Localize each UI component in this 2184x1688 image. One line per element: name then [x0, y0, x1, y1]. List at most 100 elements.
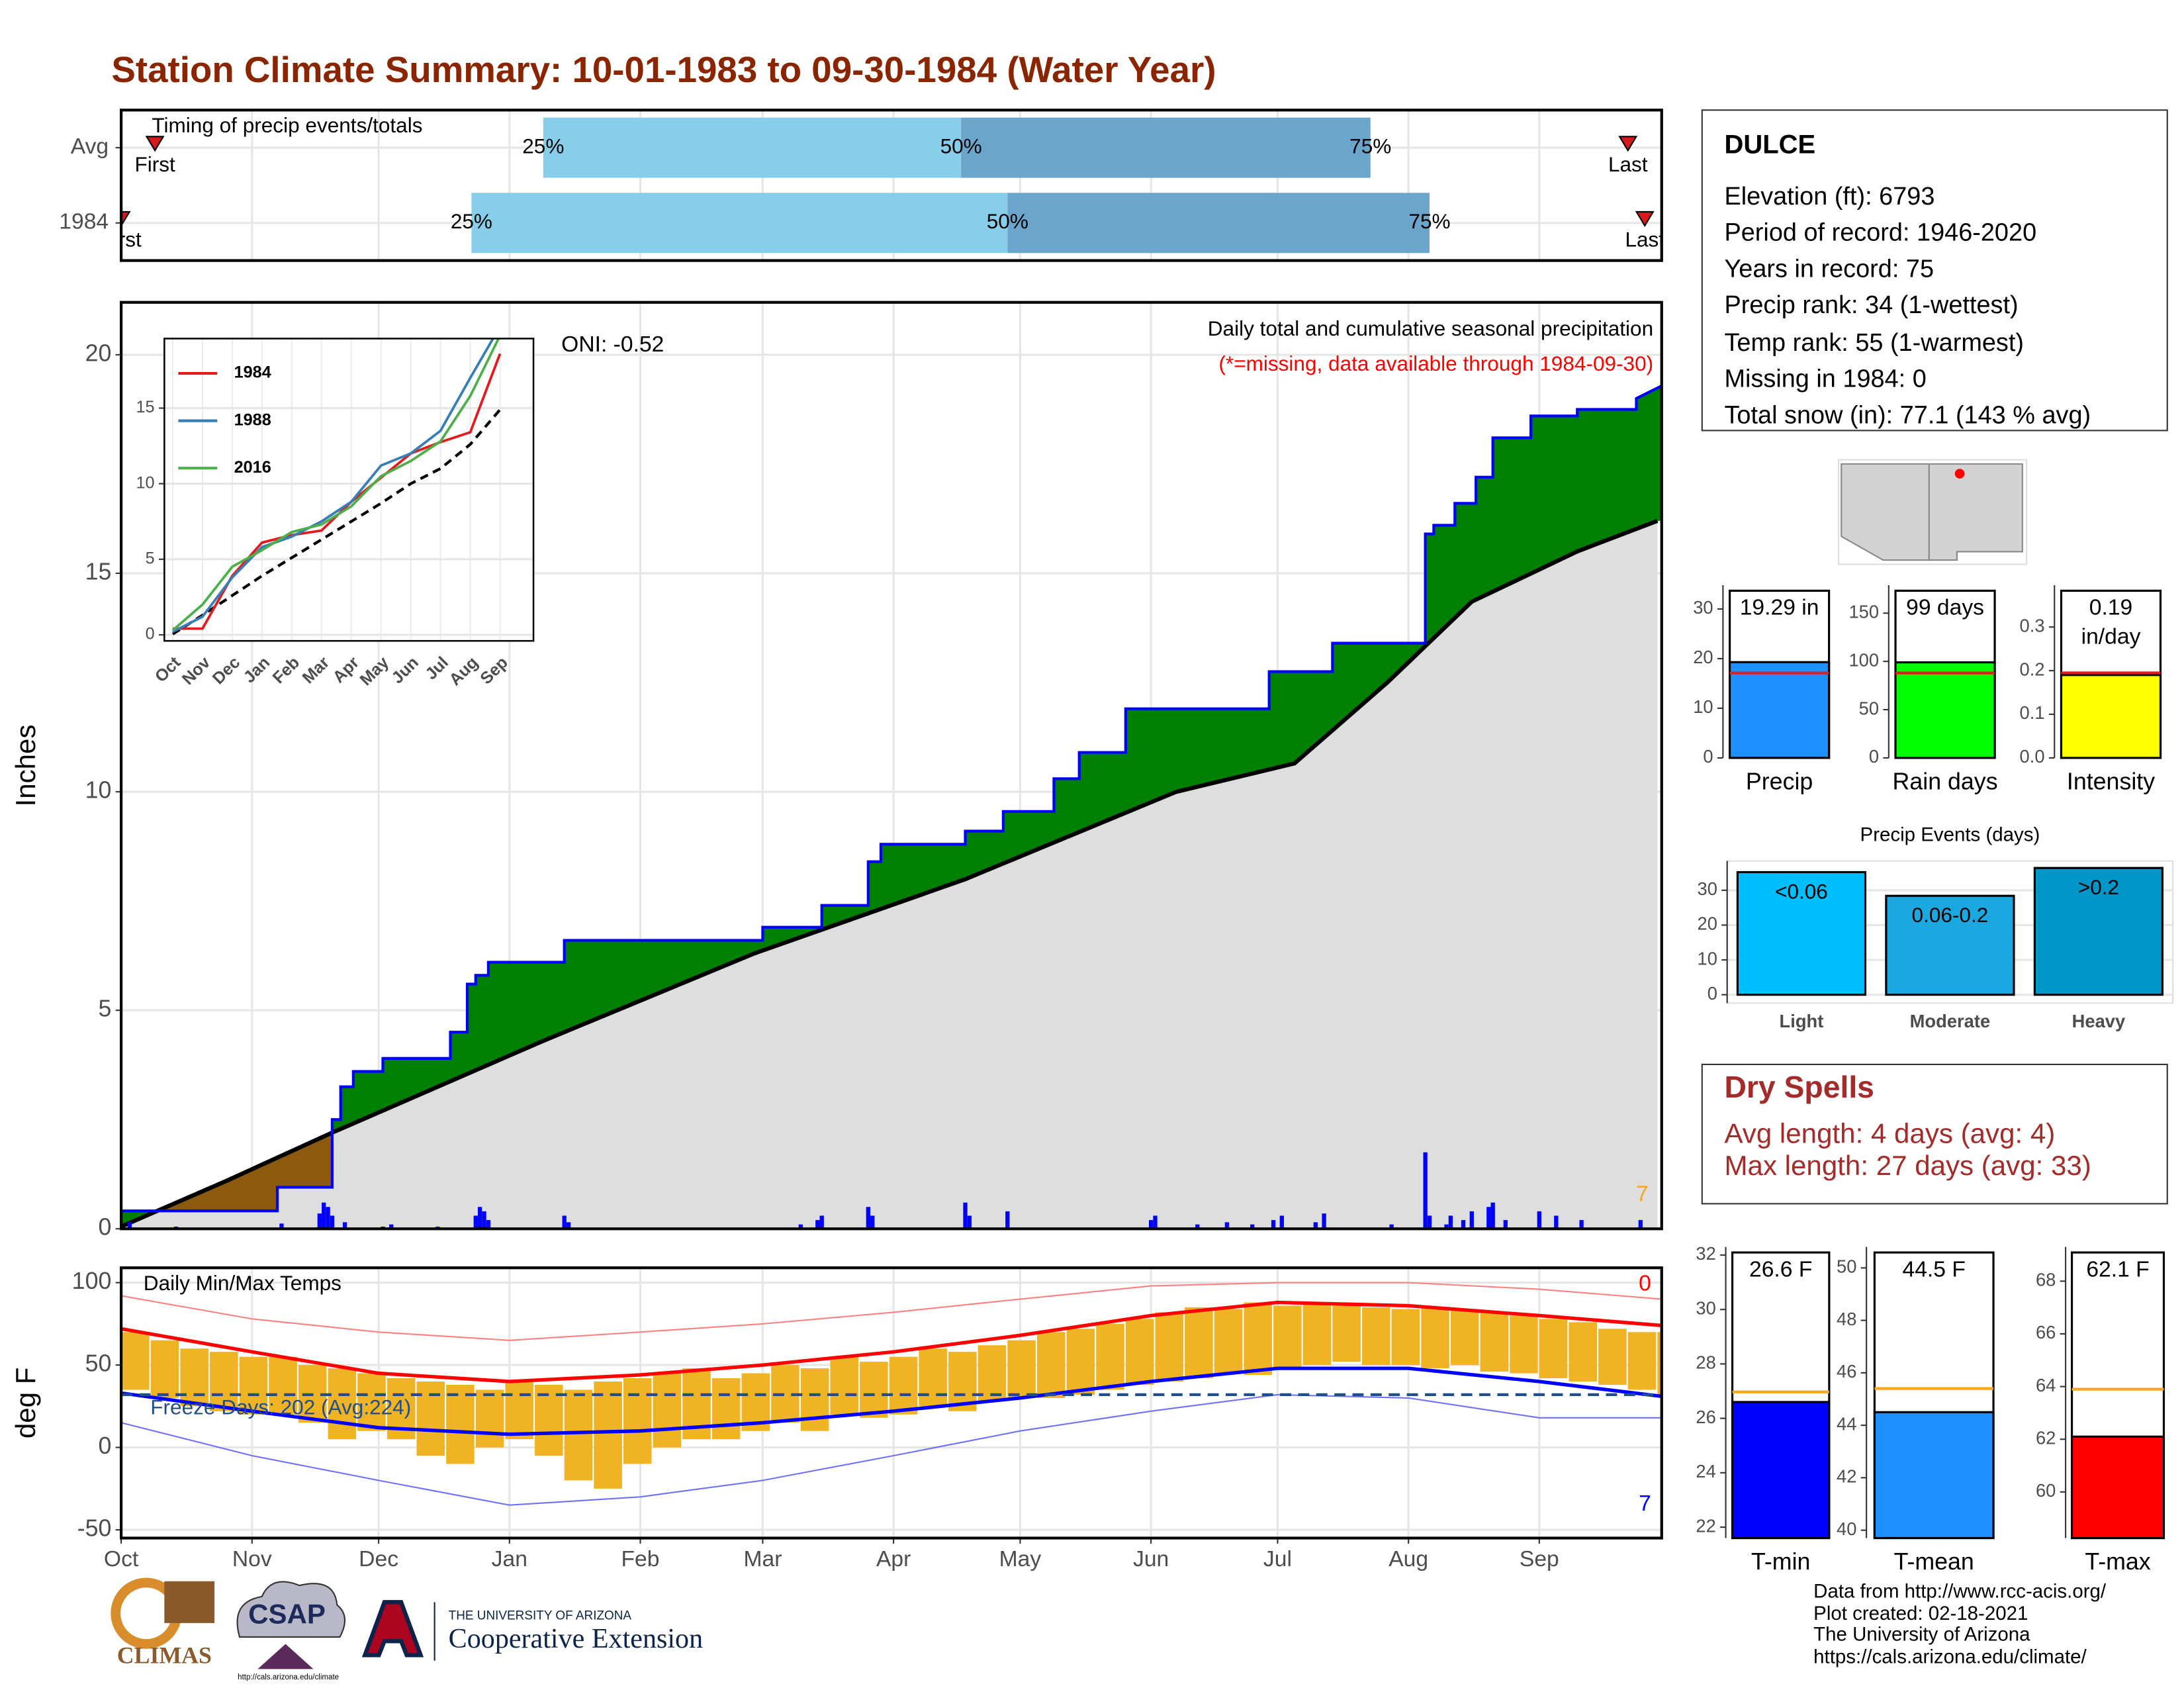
y-tick-label: 0 — [1703, 746, 1713, 767]
bar — [1729, 661, 1831, 759]
temp-range-bar — [1657, 1332, 1662, 1395]
y-tick-label: 48 — [1837, 1309, 1856, 1329]
daily-precip-bar — [1279, 1215, 1284, 1229]
daily-precip-bar — [1444, 1224, 1449, 1229]
event-marker — [121, 211, 131, 228]
temp-range-bar — [711, 1378, 741, 1440]
temp-range-bar — [475, 1389, 504, 1448]
panel-frame — [119, 1266, 1663, 1540]
temp-range-bar — [1598, 1329, 1627, 1385]
panel-frame — [119, 301, 1663, 1231]
logo-block — [164, 1581, 215, 1623]
y-tick-label: 10 — [85, 777, 112, 804]
x-tick-label: May — [999, 1547, 1042, 1571]
temp-range-bar — [1539, 1319, 1568, 1379]
daily-precip-bar — [1490, 1202, 1495, 1229]
daily-precip-bar — [1148, 1220, 1154, 1229]
y-tick-label: 10 — [1698, 948, 1717, 968]
dry-spells-line: Max length: 27 days (avg: 33) — [1724, 1150, 2091, 1181]
daily-precip-bar — [1503, 1220, 1508, 1229]
normal-line — [121, 1366, 1662, 1436]
daily-precip-bar — [389, 1224, 394, 1229]
dry-spells-line: Avg length: 4 days (avg: 4) — [1724, 1117, 2055, 1149]
y-tick-label: 15 — [85, 558, 112, 585]
y-tick-label: 44 — [1837, 1413, 1856, 1434]
climas-text: CLIMAS — [117, 1642, 212, 1669]
logo-mountain — [257, 1644, 314, 1669]
y-tick-label: 100 — [72, 1268, 112, 1294]
event-label: First — [134, 152, 175, 176]
y-axis-label: Inches — [10, 725, 41, 807]
csap-url: http://cals.arizona.edu/climate — [238, 1673, 339, 1681]
bar — [1731, 1401, 1831, 1540]
daily-precip-bar — [279, 1223, 284, 1229]
temp-range-bar — [535, 1384, 563, 1456]
y-tick-label: 1984 — [59, 210, 109, 234]
daily-precip-bar — [1389, 1224, 1394, 1229]
y-tick-label: Avg — [71, 134, 109, 159]
temp-range-bar — [328, 1368, 357, 1440]
temp-range-bar — [800, 1368, 829, 1431]
climas-logo: CLIMAS — [111, 1577, 215, 1669]
temp-range-bar — [269, 1356, 297, 1415]
station-dot — [1954, 469, 1965, 479]
station-line: Period of record: 1946-2020 — [1724, 219, 2036, 247]
temp-range-bar — [978, 1345, 1007, 1401]
logo-cloud — [236, 1581, 345, 1638]
bar — [2060, 674, 2162, 759]
quantile-label: 50% — [940, 134, 982, 158]
temp-range-bar — [1214, 1309, 1243, 1374]
panel-title: Daily Min/Max Temps — [144, 1271, 341, 1295]
y-tick-label: 0 — [98, 1432, 111, 1459]
y-tick-label: 20 — [85, 340, 112, 366]
temp-range-bar — [564, 1389, 593, 1481]
y-tick-label: 62 — [2036, 1427, 2056, 1448]
y-tick-label: 30 — [1693, 597, 1713, 618]
corner-label: 7 — [1639, 1491, 1651, 1516]
temp-range-bar — [121, 1332, 150, 1390]
logo-a — [361, 1600, 424, 1658]
y-tick-label: 26 — [1696, 1407, 1715, 1427]
credit-line: Data from http://www.rcc-acis.org/ — [1813, 1580, 2107, 1602]
y-tick-label: 150 — [1848, 601, 1879, 622]
temp-range-bar — [860, 1362, 888, 1418]
temp-range-bar — [1185, 1307, 1213, 1379]
location-map — [1838, 459, 2028, 565]
y-tick-label: 64 — [2036, 1375, 2056, 1395]
temp-range-bar — [653, 1373, 682, 1448]
temp-range-bar — [830, 1356, 859, 1415]
panel-subtitle: Daily total and cumulative seasonal prec… — [1208, 316, 1653, 340]
temp-range-bar — [623, 1378, 652, 1464]
daily-precip-bar — [127, 1222, 132, 1229]
y-tick-label: 32 — [1696, 1243, 1715, 1264]
x-tick-label: Oct — [104, 1547, 139, 1571]
y-tick-label: 0 — [146, 625, 155, 643]
series-line — [172, 338, 502, 633]
event-marker — [145, 136, 165, 152]
ua-logo: THE UNIVERSITY OF ARIZONA Cooperative Ex… — [361, 1600, 703, 1661]
temp-range-bar — [1480, 1312, 1509, 1372]
station-line: Precip rank: 34 (1-wettest) — [1724, 291, 2018, 319]
normal-line — [121, 1300, 1662, 1383]
daily-precip-bar — [482, 1211, 486, 1229]
daily-precip-bar — [963, 1202, 968, 1229]
temp-range-bar — [1302, 1302, 1332, 1366]
temp-range-bar — [1244, 1302, 1272, 1376]
category-label: Rain days — [1893, 768, 1998, 794]
missing-note: (*=missing, data available through 1984-… — [1218, 352, 1653, 375]
temp-range-bar — [180, 1348, 208, 1407]
extension-text: Cooperative Extension — [449, 1623, 703, 1654]
y-tick-label: 42 — [1837, 1466, 1856, 1487]
temp-range-bar — [1096, 1323, 1124, 1390]
temp-range-bar — [889, 1356, 918, 1415]
dry-spells-title: Dry Spells — [1724, 1070, 1874, 1104]
x-tick-label: Sep — [1520, 1547, 1559, 1571]
x-tick-label: Dec — [359, 1547, 398, 1571]
y-tick-label: 40 — [1837, 1519, 1856, 1539]
quartile-bar — [471, 193, 1008, 254]
temp-range-bar — [1569, 1322, 1598, 1382]
page-title: Station Climate Summary: 10-01-1983 to 0… — [111, 49, 1216, 90]
daily-precip-bar — [1195, 1224, 1200, 1229]
